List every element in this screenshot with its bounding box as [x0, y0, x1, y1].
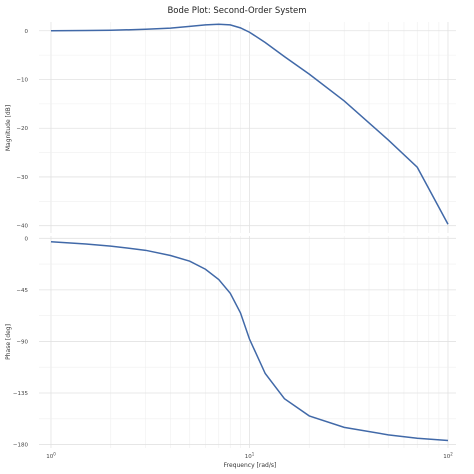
phase-series-line	[50, 240, 449, 442]
phase-y-tick-label: −135	[13, 391, 29, 397]
magnitude-grid	[39, 22, 456, 233]
magnitude-y-tick-label: −40	[16, 224, 28, 230]
magnitude-series-line	[50, 23, 449, 225]
phase-y-tick-label: −90	[16, 339, 28, 345]
phase-panel: 0 −45 −90 −135 −180 Phase [deg]	[5, 236, 456, 449]
x-tick-label: 100	[46, 452, 56, 461]
magnitude-y-label: Magnitude [dB]	[5, 105, 12, 151]
phase-y-tick-label: −45	[16, 288, 28, 294]
phase-y-label: Phase [deg]	[5, 324, 12, 360]
phase-y-tick-label: −180	[13, 443, 29, 449]
magnitude-y-tick-label: 0	[25, 29, 29, 35]
x-axis-label: Frequency [rad/s]	[224, 462, 277, 469]
x-tick-label: 101	[245, 452, 255, 461]
x-tick-label: 102	[443, 452, 453, 461]
x-tick-labels: 100 101 102	[46, 452, 453, 461]
magnitude-y-tick-label: −20	[16, 126, 28, 132]
phase-grid	[39, 236, 456, 448]
magnitude-y-ticks: 0 −10 −20 −30 −40	[16, 29, 28, 230]
magnitude-panel: 0 −10 −20 −30 −40 Magnitude [dB]	[5, 22, 456, 233]
phase-y-tick-label: 0	[25, 236, 29, 242]
chart-title: Bode Plot: Second-Order System	[167, 6, 306, 16]
magnitude-y-tick-label: −10	[16, 78, 28, 84]
phase-y-ticks: 0 −45 −90 −135 −180	[13, 236, 29, 448]
magnitude-y-tick-label: −30	[16, 175, 28, 181]
